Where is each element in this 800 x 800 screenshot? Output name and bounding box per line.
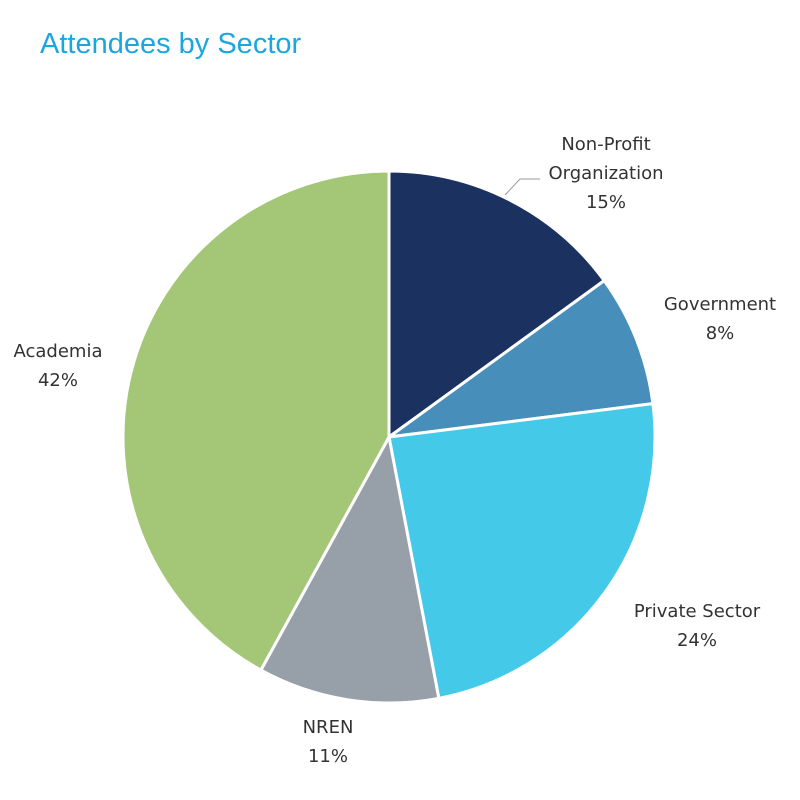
label-pct-academia: 42% [38, 370, 78, 391]
label-pct-government: 8% [706, 323, 735, 344]
pie-labels: Non-Profit Organization 15% Government 8% Pri… [14, 134, 777, 767]
label-non-profit-organization: Non-Profit Organization 15% [548, 134, 663, 213]
slice-non-profit-organization [387, 169, 606, 439]
label-text-private-sector: Private Sector [634, 601, 761, 622]
chart-title: Attendees by Sector [40, 28, 302, 60]
label-academia: Academia 42% [14, 341, 103, 391]
slice-government [387, 279, 655, 439]
label-nren: NREN 11% [303, 717, 354, 767]
label-pct-nren: 11% [308, 746, 348, 767]
label-text-academia: Academia [14, 341, 103, 362]
pie-slices [121, 169, 657, 705]
label-government: Government 8% [664, 294, 776, 344]
label-text-nren: NREN [303, 717, 354, 738]
slice-academia [121, 169, 391, 672]
label-pct-private-sector: 24% [677, 630, 717, 651]
label-text-non-profit-organization: Organization [548, 163, 663, 184]
label-text-non-profit-organization: Non-Profit [561, 134, 650, 155]
label-private-sector: Private Sector 24% [634, 601, 761, 651]
leader-line [504, 178, 540, 196]
slice-private-sector [387, 402, 657, 700]
slice-nren [259, 435, 441, 705]
label-text-government: Government [664, 294, 776, 315]
label-pct-non-profit-organization: 15% [586, 192, 626, 213]
